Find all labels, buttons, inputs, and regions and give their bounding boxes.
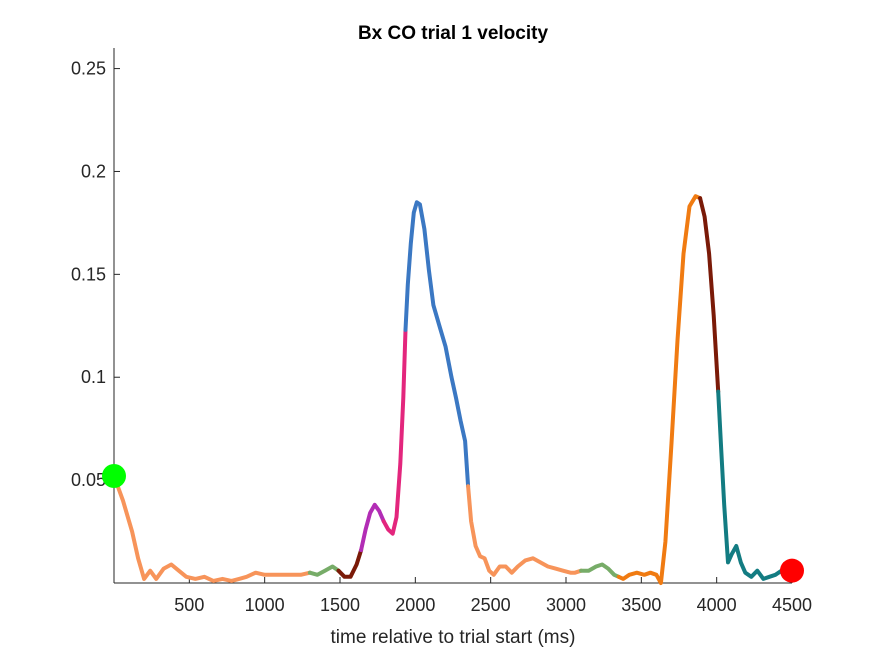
x-tick-label: 1500 (320, 595, 360, 615)
markers (102, 464, 804, 583)
end-marker (780, 558, 804, 583)
x-tick-label: 3500 (621, 595, 661, 615)
x-tick-label: 4000 (697, 595, 737, 615)
velocity-line-segment (381, 327, 408, 536)
velocity-line-segment (698, 196, 721, 394)
velocity-line-segment (579, 562, 621, 579)
axes (113, 48, 792, 584)
x-tick-label: 2500 (471, 595, 511, 615)
velocity-line-segment (307, 564, 341, 577)
start-marker (102, 464, 126, 488)
velocity-line-segment (112, 474, 312, 583)
velocity-line-segment (466, 484, 584, 577)
y-ticks: 0.05 0.1 0.15 0.2 0.25 (71, 59, 120, 490)
velocity-line-segment (616, 194, 703, 585)
y-tick-label: 0.1 (81, 367, 106, 387)
series (112, 194, 794, 585)
velocity-line-segment (336, 548, 364, 579)
velocity-line-segment (716, 389, 794, 581)
y-tick-label: 0.25 (71, 59, 106, 79)
velocity-line-segment (403, 200, 471, 489)
x-tick-label: 500 (174, 595, 204, 615)
chart-title: Bx CO trial 1 velocity (358, 23, 549, 44)
x-axis-label: time relative to trial start (ms) (331, 627, 576, 648)
x-tick-label: 1000 (245, 595, 285, 615)
y-tick-label: 0.15 (71, 264, 106, 284)
velocity-line-segment (359, 502, 386, 553)
x-tick-label: 3000 (546, 595, 586, 615)
x-ticks: 500 1000 1500 2000 2500 3000 3500 4000 4500 (174, 577, 812, 615)
y-tick-label: 0.05 (71, 470, 106, 490)
x-tick-label: 2000 (395, 595, 435, 615)
y-tick-label: 0.2 (81, 161, 106, 181)
x-tick-label: 4500 (772, 595, 812, 615)
